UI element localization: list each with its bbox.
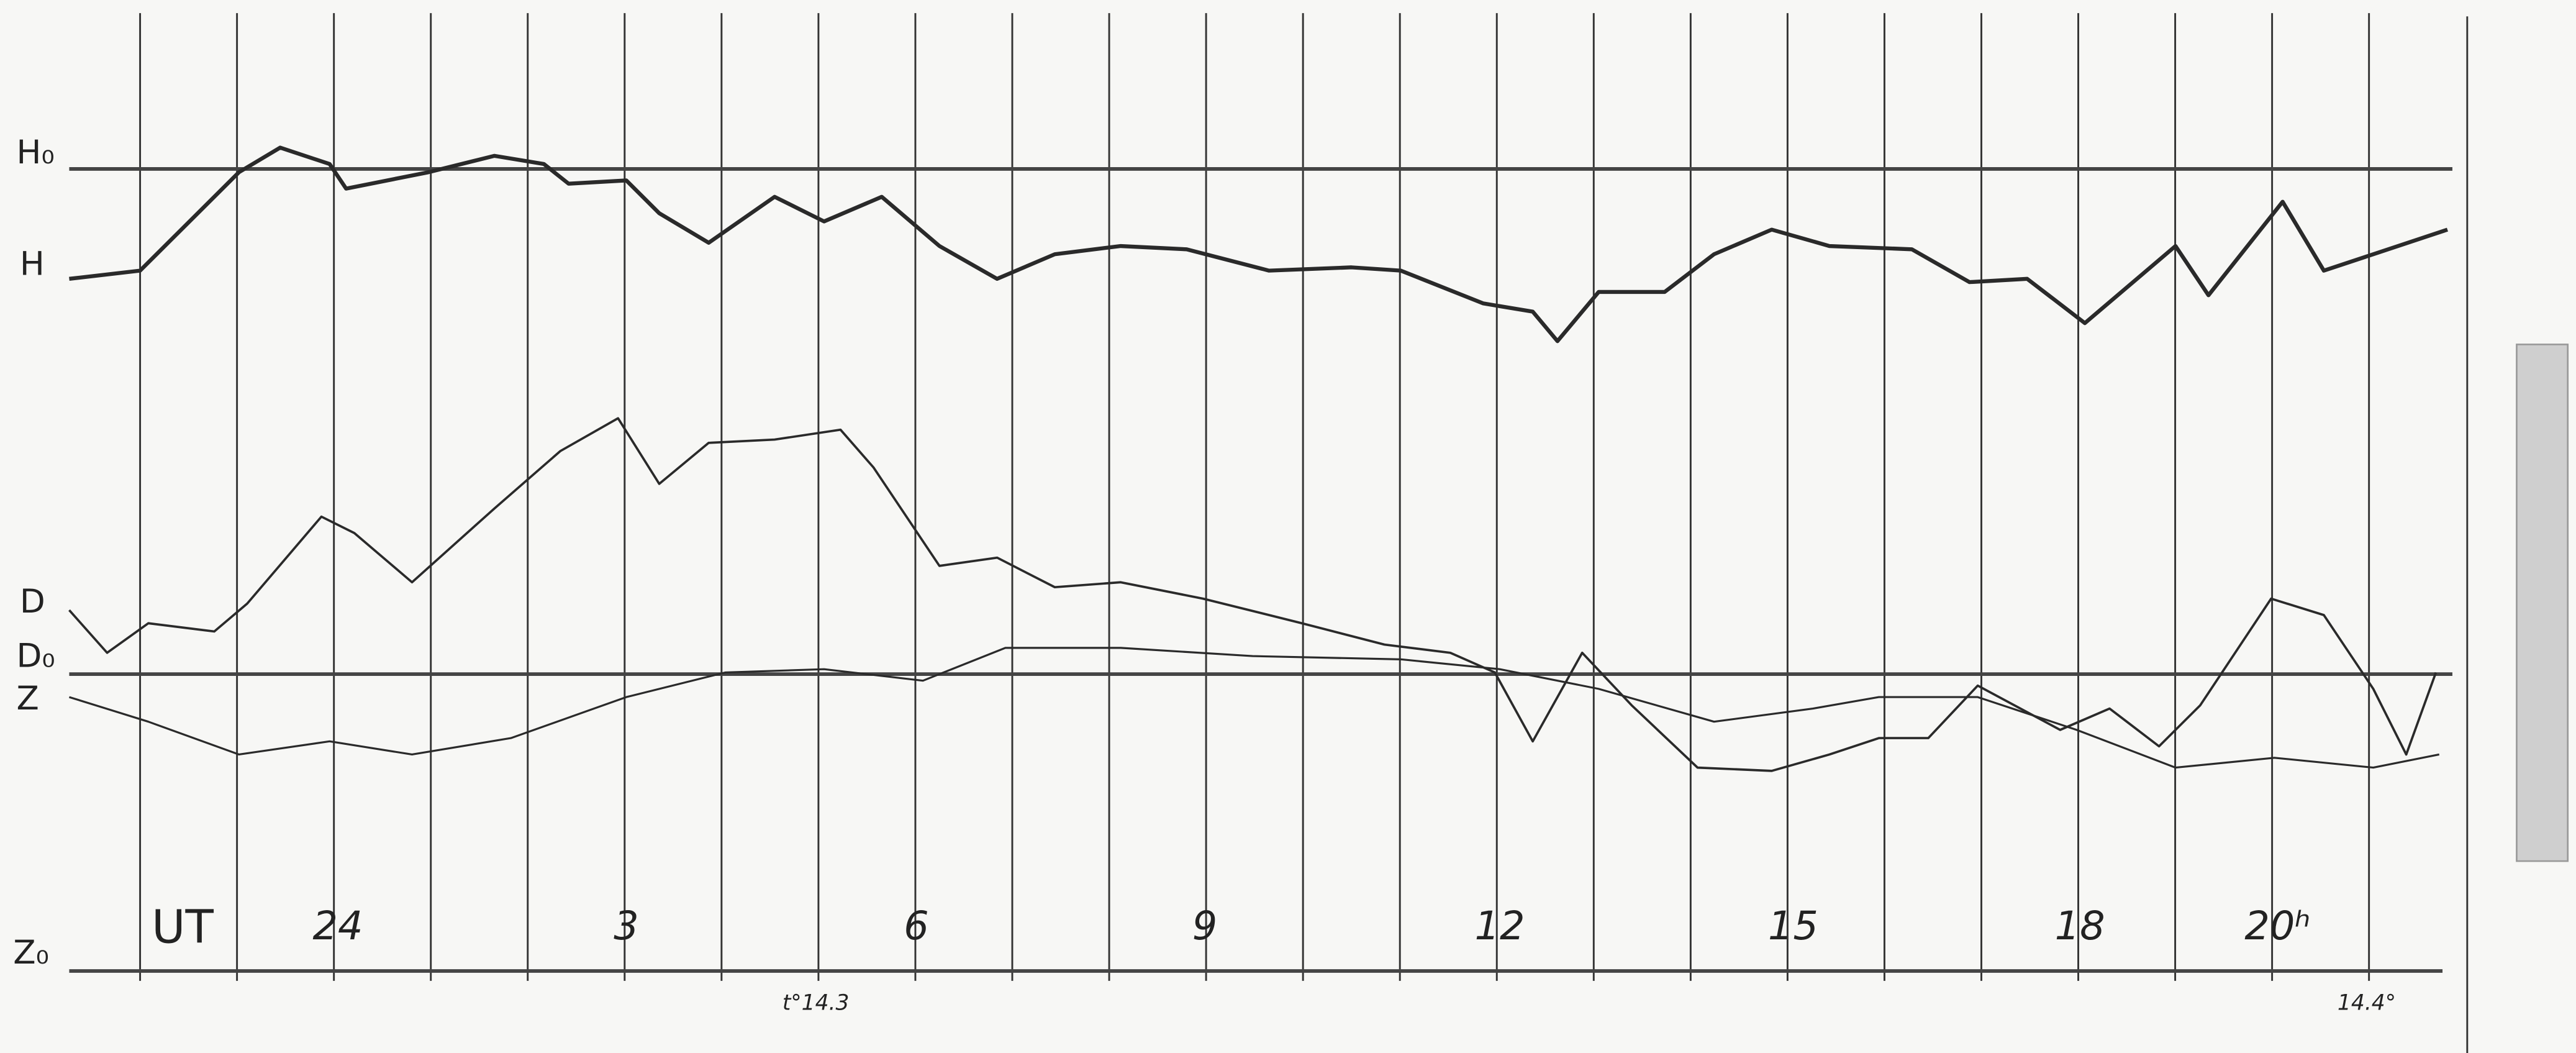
d-trace xyxy=(68,417,2438,772)
h-trace xyxy=(69,145,2449,344)
d-label: D xyxy=(20,583,45,621)
hour-labels: 24 3 6 9 12 15 18 20ʰ xyxy=(313,903,2311,949)
hour-label: 15 xyxy=(1768,903,1818,949)
h-label: H xyxy=(20,245,45,283)
hour-grid xyxy=(139,13,2370,981)
hour-label: 12 xyxy=(1475,903,1525,949)
hour-label: 3 xyxy=(614,903,639,949)
scale-strip xyxy=(2516,344,2569,862)
ut-label: UT xyxy=(152,901,214,954)
d0-label: D₀ xyxy=(17,637,55,675)
hour-label: 24 xyxy=(313,903,363,949)
hour-label: 9 xyxy=(1192,903,1218,949)
hour-label: 6 xyxy=(904,903,929,949)
temperature-note: 14.4° xyxy=(2338,990,2396,1015)
temperature-note: t°14.3 xyxy=(782,990,850,1015)
hour-label: 20ʰ xyxy=(2244,903,2310,949)
hour-label: 18 xyxy=(2055,903,2105,949)
h0-label: H₀ xyxy=(17,134,55,171)
z-label: Z xyxy=(17,680,39,718)
z-trace xyxy=(68,647,2440,769)
z0-label: Z₀ xyxy=(13,934,49,972)
